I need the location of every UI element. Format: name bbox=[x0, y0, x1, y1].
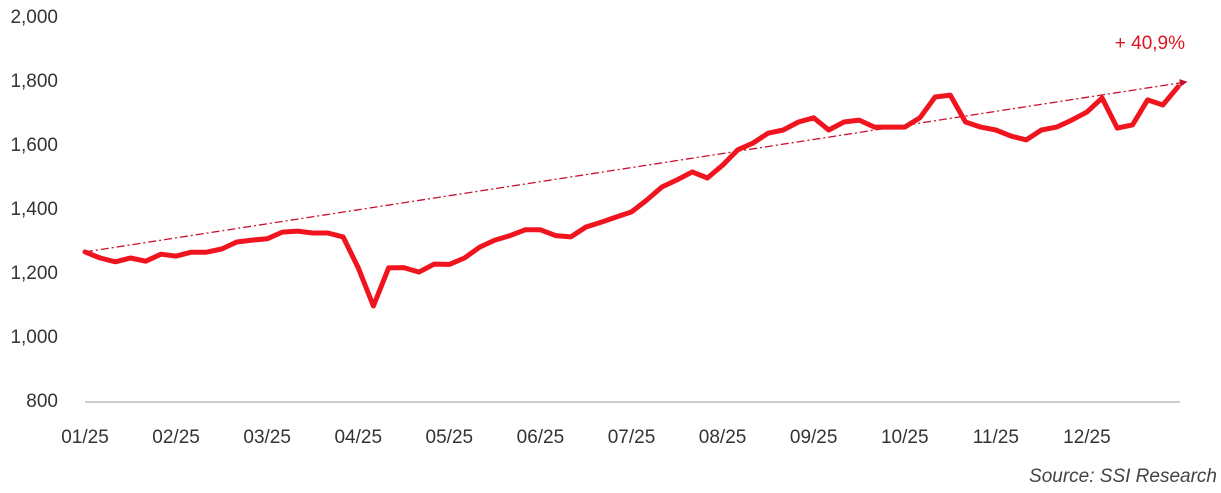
x-tick-label: 04/25 bbox=[334, 427, 382, 448]
y-tick-label: 2,000 bbox=[10, 7, 58, 28]
source: Source: SSI Research bbox=[1029, 466, 1217, 487]
x-tick-label: 11/25 bbox=[973, 427, 1019, 448]
x-tick-label: 07/25 bbox=[608, 427, 656, 448]
x-tick-label: 10/25 bbox=[881, 427, 929, 448]
x-tick-label: 08/25 bbox=[699, 427, 747, 448]
y-tick-label: 800 bbox=[26, 391, 58, 412]
x-tick-label: 05/25 bbox=[426, 427, 474, 448]
x-tick-label: 02/25 bbox=[152, 427, 200, 448]
line-series bbox=[82, 84, 1181, 309]
y-tick-label: 1,000 bbox=[10, 327, 58, 348]
x-tick-label: 06/25 bbox=[517, 427, 565, 448]
y-tick-label: 1,600 bbox=[10, 135, 58, 156]
y-tick-label: 1,800 bbox=[10, 71, 58, 92]
annotation: + 40,9% bbox=[1115, 33, 1185, 54]
x-tick-label: 01/25 bbox=[61, 427, 109, 448]
trend-line bbox=[84, 79, 1188, 253]
y-tick-label: 1,200 bbox=[10, 263, 58, 284]
x-tick-label: 03/25 bbox=[243, 427, 291, 448]
x-tick-label: 09/25 bbox=[790, 427, 838, 448]
y-tick-label: 1,400 bbox=[10, 199, 58, 220]
x-tick-label: 12/25 bbox=[1063, 427, 1111, 448]
